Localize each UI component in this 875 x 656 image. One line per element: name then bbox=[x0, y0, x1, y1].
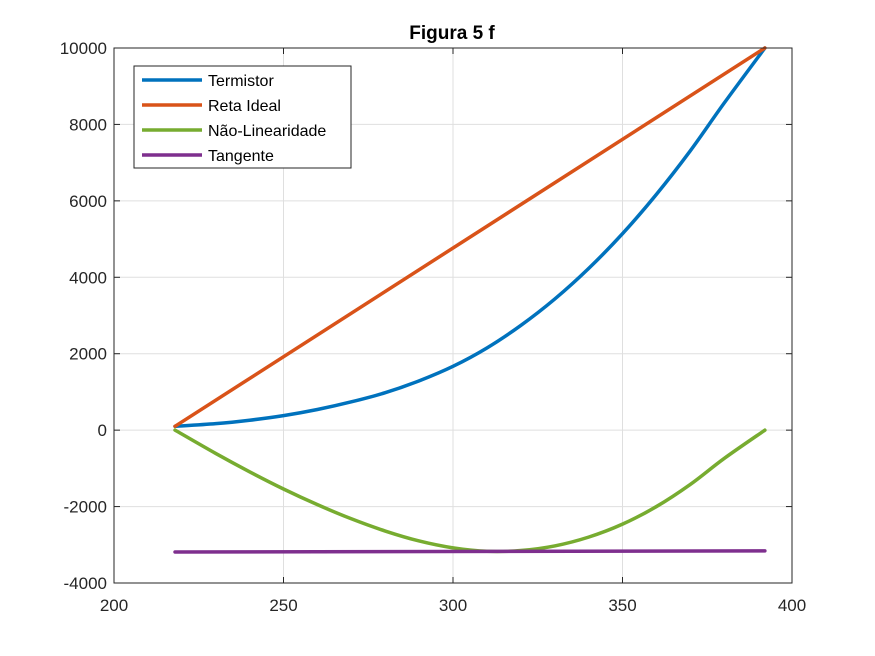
legend-label: Termistor bbox=[208, 73, 274, 90]
y-tick-label: -4000 bbox=[64, 574, 107, 593]
x-tick-label: 350 bbox=[608, 596, 636, 615]
legend-label: Tangente bbox=[208, 148, 274, 165]
legend-label: Reta Ideal bbox=[208, 98, 281, 115]
y-tick-label: 2000 bbox=[69, 345, 107, 364]
x-axis: 200 250 300 350 400 bbox=[100, 48, 806, 615]
y-tick-label: 10000 bbox=[60, 39, 107, 58]
y-tick-label: 6000 bbox=[69, 192, 107, 211]
legend-label: Não-Linearidade bbox=[208, 123, 326, 140]
x-tick-label: 200 bbox=[100, 596, 128, 615]
y-tick-label: 0 bbox=[98, 421, 107, 440]
series-line-termistor bbox=[173, 46, 767, 429]
y-tick-label: 8000 bbox=[69, 115, 107, 134]
series-layer bbox=[173, 46, 767, 554]
y-tick-label: 4000 bbox=[69, 268, 107, 287]
legend: Termistor Reta Ideal Não-Linearidade Tangen… bbox=[133, 65, 352, 169]
series-line-tangente bbox=[173, 549, 767, 554]
legend-box bbox=[133, 65, 352, 169]
x-tick-label: 400 bbox=[778, 596, 806, 615]
chart-title: Figura 5 f bbox=[409, 23, 495, 44]
y-tick-label: -2000 bbox=[64, 498, 107, 517]
y-axis: -4000 -2000 0 2000 4000 6000 8000 10000 bbox=[60, 39, 792, 593]
x-tick-label: 250 bbox=[269, 596, 297, 615]
series-line-reta-ideal bbox=[173, 46, 767, 429]
x-tick-label: 300 bbox=[439, 596, 467, 615]
